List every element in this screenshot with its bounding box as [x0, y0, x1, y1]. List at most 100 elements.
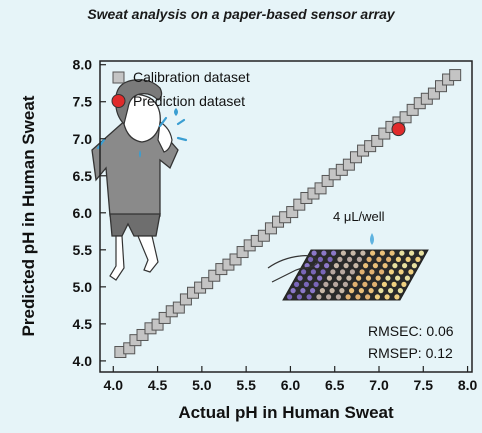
plot-area — [99, 60, 473, 373]
sensor-well — [398, 269, 404, 275]
sensor-well — [363, 263, 369, 269]
y-axis-title: Predicted pH in Human Sweat — [19, 95, 38, 336]
sensor-well — [388, 288, 394, 294]
sensor-well — [324, 263, 330, 269]
sensor-array-illustration-icon — [267, 233, 429, 301]
sensor-well — [317, 256, 323, 262]
legend-marker-prediction — [111, 94, 126, 108]
sensor-well — [394, 294, 400, 300]
volume-label: 4 μL/well — [333, 209, 385, 224]
sensor-well — [382, 263, 388, 269]
sensor-well — [399, 250, 405, 256]
sensor-well — [306, 294, 312, 300]
sensor-well — [359, 269, 365, 275]
person-illustration-icon — [91, 79, 188, 281]
sensor-well — [321, 250, 327, 256]
sensor-well — [333, 263, 339, 269]
sensor-well — [353, 263, 359, 269]
prediction-point — [391, 122, 406, 137]
sensor-well — [311, 250, 317, 256]
sensor-well — [326, 275, 332, 281]
sensor-well — [317, 275, 323, 281]
sensor-well — [391, 281, 397, 287]
sensor-well — [362, 281, 368, 287]
y-tick-label: 6.0 — [73, 205, 93, 221]
calibration-point — [349, 151, 362, 164]
sensor-well — [301, 269, 307, 275]
sensor-well — [350, 250, 356, 256]
x-tick-label: 4.5 — [148, 377, 168, 393]
y-tick-label: 8.0 — [73, 57, 93, 73]
sensor-well — [346, 275, 352, 281]
sensor-well — [349, 288, 355, 294]
sensor-well — [386, 256, 392, 262]
y-tick-label: 4.0 — [73, 353, 93, 369]
y-tick-label: 7.5 — [73, 94, 93, 110]
sensor-well — [378, 288, 384, 294]
sensor-well — [409, 250, 415, 256]
calibration-point — [399, 111, 412, 124]
sensor-well — [300, 288, 306, 294]
sensor-well — [347, 256, 353, 262]
calibration-point — [123, 342, 136, 355]
sensor-well — [369, 269, 375, 275]
calibration-point — [229, 253, 242, 266]
sensor-well — [365, 275, 371, 281]
sensor-well — [296, 294, 302, 300]
sensor-well — [335, 294, 341, 300]
x-tick-label: 7.5 — [414, 377, 434, 393]
calibration-point — [172, 301, 185, 314]
x-axis-title: Actual pH in Human Sweat — [178, 403, 394, 422]
calibration-point — [314, 182, 327, 195]
calibration-point — [201, 277, 214, 290]
x-tick-label: 6.0 — [281, 377, 301, 393]
calibration-point — [151, 318, 164, 331]
figure-title: Sweat analysis on a paper-based sensor a… — [87, 6, 395, 22]
sensor-well — [375, 275, 381, 281]
sensor-well — [411, 263, 417, 269]
x-tick-label: 7.0 — [369, 377, 389, 393]
sensor-well — [379, 269, 385, 275]
sensor-well — [308, 256, 314, 262]
sensor-well — [372, 281, 378, 287]
sensor-well — [404, 275, 410, 281]
y-tick-label: 4.5 — [73, 316, 93, 332]
x-tick-label: 5.0 — [192, 377, 212, 393]
sensor-well — [368, 288, 374, 294]
y-tick-label: 5.0 — [73, 279, 93, 295]
sensor-well — [290, 288, 296, 294]
sensor-well — [316, 294, 322, 300]
sensor-well — [376, 256, 382, 262]
calibration-point — [257, 229, 270, 242]
calibration-point — [286, 206, 299, 219]
sensor-well — [381, 281, 387, 287]
sensor-well — [340, 269, 346, 275]
sensor-well — [326, 294, 332, 300]
sensor-well — [392, 263, 398, 269]
sensor-well — [337, 256, 343, 262]
sensor-well — [342, 281, 348, 287]
x-tick-label: 6.5 — [325, 377, 345, 393]
sensor-well — [349, 269, 355, 275]
calibration-point — [136, 328, 149, 341]
legend: Calibration dataset Prediction dataset — [111, 69, 250, 109]
sensor-well — [320, 269, 326, 275]
sensor-well — [294, 281, 300, 287]
legend-label-calibration: Calibration dataset — [133, 69, 250, 85]
calibration-point — [158, 311, 171, 324]
sensor-well — [358, 288, 364, 294]
calibration-point — [371, 134, 384, 147]
rmsec-label: RMSEC: 0.06 — [368, 323, 454, 339]
sensor-well — [303, 281, 309, 287]
sensor-well — [297, 275, 303, 281]
sensor-well — [340, 250, 346, 256]
sensor-well — [331, 250, 337, 256]
sensor-well — [343, 263, 349, 269]
sensor-well — [374, 294, 380, 300]
sensor-well — [355, 294, 361, 300]
x-tick-label: 5.5 — [236, 377, 256, 393]
legend-label-prediction: Prediction dataset — [133, 93, 245, 109]
sensor-well — [408, 269, 414, 275]
